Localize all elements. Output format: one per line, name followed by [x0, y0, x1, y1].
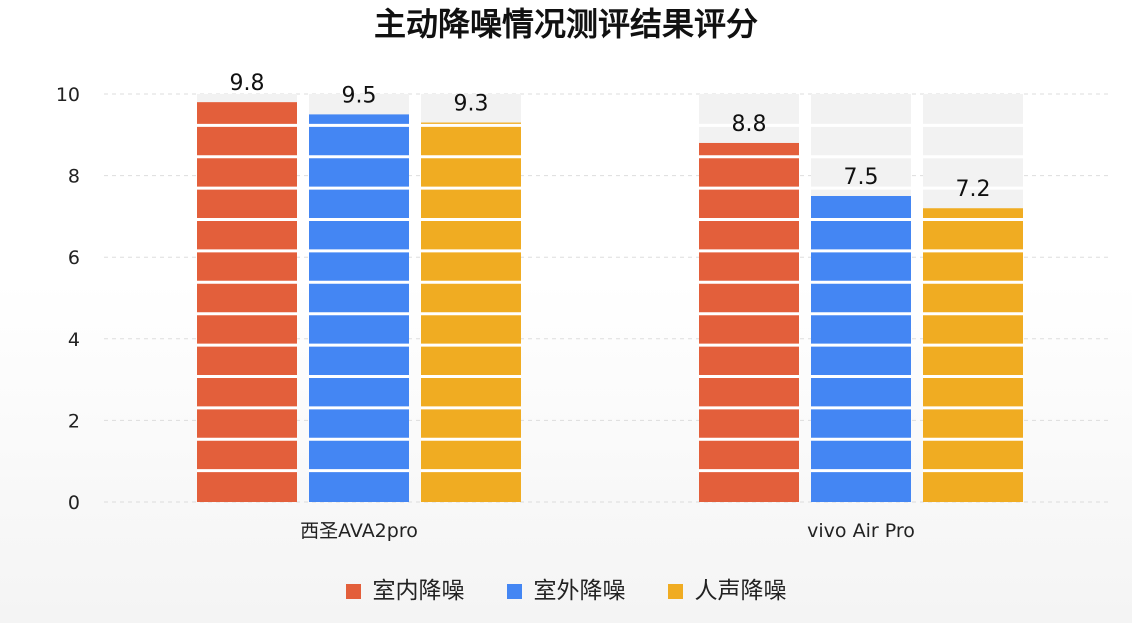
- y-tick-label: 0: [68, 492, 80, 514]
- legend-label: 室外降噪: [533, 578, 626, 604]
- bar-segment-dividers: [197, 123, 1023, 473]
- x-category-label: vivo Air Pro: [807, 520, 915, 542]
- y-tick-label: 6: [68, 247, 80, 269]
- y-axis-tick-labels: 0 2 4 6 8 10: [56, 84, 80, 514]
- data-label: 8.8: [732, 112, 767, 137]
- y-tick-label: 2: [68, 410, 80, 432]
- x-category-label: 西圣AVA2pro: [300, 520, 418, 542]
- bar: [197, 102, 297, 502]
- legend-swatch: [506, 583, 522, 599]
- legend-item[interactable]: 人声降噪: [667, 574, 787, 608]
- bar: [923, 208, 1023, 503]
- legend-swatch: [345, 583, 361, 599]
- data-label: 9.8: [230, 71, 265, 96]
- data-label: 9.3: [454, 92, 489, 117]
- data-label: 7.2: [956, 177, 991, 202]
- y-tick-label: 10: [56, 84, 80, 106]
- x-axis-category-labels: 西圣AVA2pro vivo Air Pro: [300, 520, 915, 542]
- data-labels: 9.8 9.5 9.3 8.8 7.5 7.2: [230, 71, 991, 202]
- y-tick-label: 4: [68, 329, 80, 351]
- chart-title: 主动降噪情况测评结果评分: [373, 5, 758, 43]
- y-tick-label: 8: [68, 166, 80, 188]
- bar: [699, 142, 799, 502]
- legend-label: 人声降噪: [694, 578, 787, 604]
- bar: [811, 196, 911, 502]
- legend-item[interactable]: 室外降噪: [506, 574, 626, 608]
- legend: 室内降噪 室外降噪 人声降噪: [0, 574, 1132, 608]
- legend-swatch: [667, 583, 683, 599]
- legend-label: 室内降噪: [372, 578, 465, 604]
- data-label: 9.5: [342, 83, 377, 108]
- legend-item[interactable]: 室内降噪: [345, 574, 465, 608]
- bar: [309, 114, 409, 503]
- data-label: 7.5: [844, 165, 879, 190]
